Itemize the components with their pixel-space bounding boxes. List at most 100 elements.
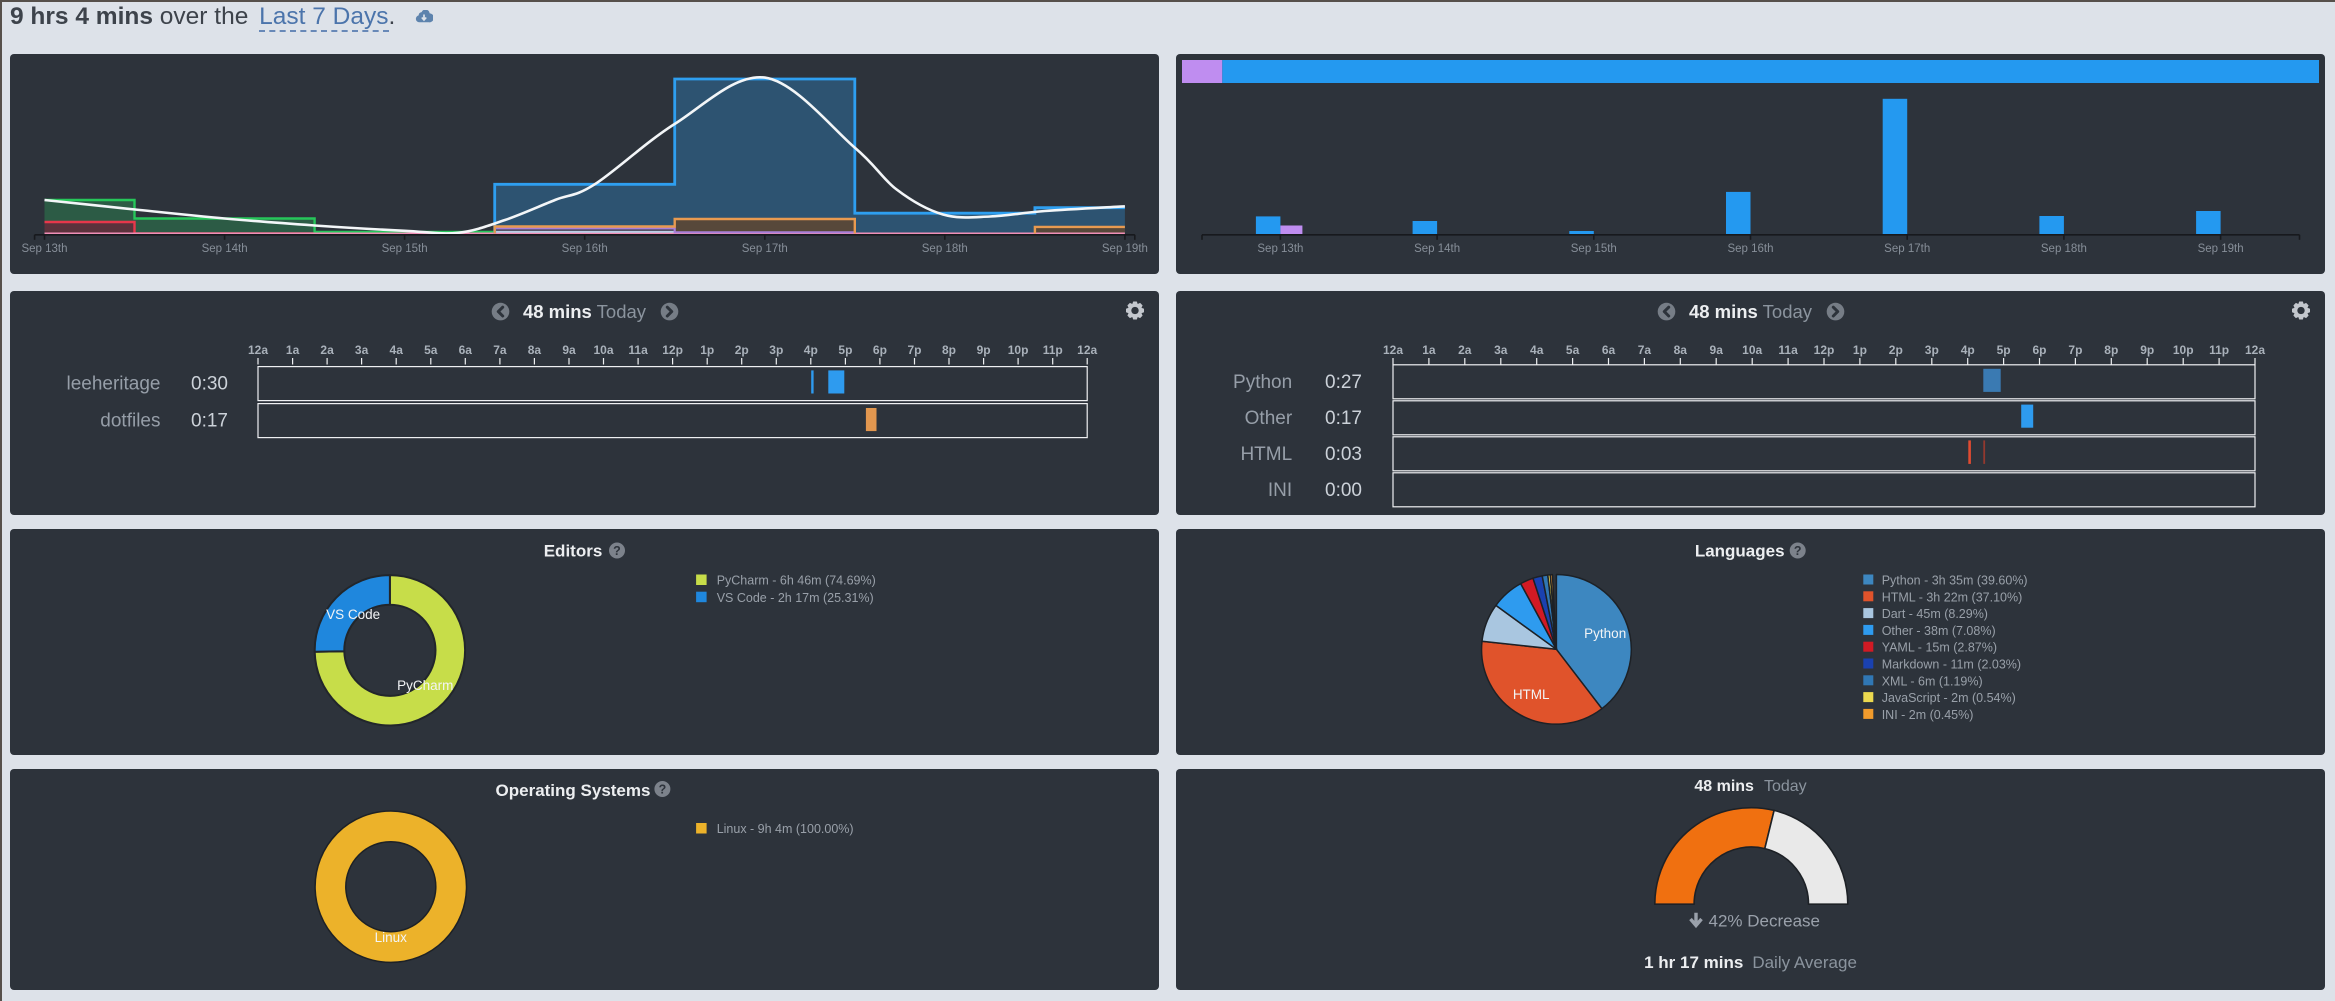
svg-text:0:30: 0:30 xyxy=(191,374,228,395)
svg-text:3p: 3p xyxy=(1925,343,1939,357)
svg-text:Linux: Linux xyxy=(375,930,408,945)
svg-text:VS Code: VS Code xyxy=(326,607,380,622)
svg-text:?: ? xyxy=(613,544,621,558)
svg-text:5p: 5p xyxy=(1997,343,2011,357)
svg-text:?: ? xyxy=(1794,544,1802,558)
svg-text:11p: 11p xyxy=(2209,343,2229,357)
svg-text:12a: 12a xyxy=(2245,343,2265,357)
svg-text:9a: 9a xyxy=(562,343,576,357)
svg-text:0:00: 0:00 xyxy=(1325,480,1362,501)
svg-text:XML - 6m (1.19%): XML - 6m (1.19%) xyxy=(1882,674,1983,688)
svg-text:Languages: Languages xyxy=(1695,542,1785,561)
svg-text:Sep 17th: Sep 17th xyxy=(1884,243,1930,255)
svg-text:3p: 3p xyxy=(769,343,783,357)
svg-text:9a: 9a xyxy=(1710,343,1724,357)
svg-text:1p: 1p xyxy=(1853,343,1867,357)
svg-text:2a: 2a xyxy=(320,343,334,357)
svg-text:4p: 4p xyxy=(1961,343,1975,357)
svg-text:7p: 7p xyxy=(2068,343,2082,357)
svg-text:Markdown - 11m (2.03%): Markdown - 11m (2.03%) xyxy=(1882,658,2021,672)
svg-text:7a: 7a xyxy=(493,343,507,357)
svg-text:Python: Python xyxy=(1584,626,1626,641)
svg-text:Operating Systems: Operating Systems xyxy=(496,781,651,800)
svg-text:VS Code - 2h 17m (25.31%): VS Code - 2h 17m (25.31%) xyxy=(717,591,874,605)
svg-text:Other - 38m (7.08%): Other - 38m (7.08%) xyxy=(1882,624,1996,638)
svg-text:48 mins Today: 48 mins Today xyxy=(523,301,647,322)
svg-text:Linux - 9h 4m (100.00%): Linux - 9h 4m (100.00%) xyxy=(717,822,854,836)
svg-text:11a: 11a xyxy=(628,343,648,357)
svg-text:6a: 6a xyxy=(459,343,473,357)
svg-text:Dart - 45m (8.29%): Dart - 45m (8.29%) xyxy=(1882,607,1988,621)
svg-text:9p: 9p xyxy=(977,343,991,357)
svg-text:HTML: HTML xyxy=(1513,687,1550,702)
svg-text:0:27: 0:27 xyxy=(1325,372,1362,393)
svg-text:Sep 19th: Sep 19th xyxy=(2198,243,2244,255)
svg-text:8p: 8p xyxy=(942,343,956,357)
svg-text:Sep 18th: Sep 18th xyxy=(922,243,968,255)
svg-text:10p: 10p xyxy=(2173,343,2194,357)
svg-text:Python: Python xyxy=(1233,372,1292,393)
svg-text:JavaScript - 2m (0.54%): JavaScript - 2m (0.54%) xyxy=(1882,691,2016,705)
svg-text:0:03: 0:03 xyxy=(1325,444,1362,465)
svg-text:7a: 7a xyxy=(1638,343,1652,357)
svg-text:12p: 12p xyxy=(1814,343,1835,357)
svg-text:8a: 8a xyxy=(528,343,542,357)
svg-text:Sep 18th: Sep 18th xyxy=(2041,243,2087,255)
svg-text:5a: 5a xyxy=(1566,343,1580,357)
svg-text:Sep 19th: Sep 19th xyxy=(1102,243,1148,255)
svg-text:12a: 12a xyxy=(248,343,268,357)
svg-text:PyCharm - 6h 46m (74.69%): PyCharm - 6h 46m (74.69%) xyxy=(717,574,876,588)
svg-text:6a: 6a xyxy=(1602,343,1616,357)
svg-text:dotfiles: dotfiles xyxy=(100,411,160,432)
svg-text:Sep 15th: Sep 15th xyxy=(382,243,428,255)
svg-text:4p: 4p xyxy=(804,343,818,357)
svg-text:?: ? xyxy=(659,782,667,796)
svg-text:2p: 2p xyxy=(735,343,749,357)
svg-text:3a: 3a xyxy=(1494,343,1508,357)
svg-text:Sep 17th: Sep 17th xyxy=(742,243,788,255)
svg-text:0:17: 0:17 xyxy=(1325,408,1362,429)
svg-text:5a: 5a xyxy=(424,343,438,357)
svg-text:Other: Other xyxy=(1245,408,1293,429)
svg-text:Sep 14th: Sep 14th xyxy=(1414,243,1460,255)
svg-text:7p: 7p xyxy=(907,343,921,357)
svg-text:Sep 14th: Sep 14th xyxy=(202,243,248,255)
svg-text:12p: 12p xyxy=(662,343,683,357)
svg-text:2p: 2p xyxy=(1889,343,1903,357)
svg-text:1a: 1a xyxy=(286,343,300,357)
svg-text:leeheritage: leeheritage xyxy=(66,374,160,395)
svg-text:YAML - 15m (2.87%): YAML - 15m (2.87%) xyxy=(1882,641,1997,655)
svg-text:HTML - 3h 22m (37.10%): HTML - 3h 22m (37.10%) xyxy=(1882,590,2023,604)
svg-text:8a: 8a xyxy=(1674,343,1688,357)
svg-text:3a: 3a xyxy=(355,343,369,357)
svg-text:5p: 5p xyxy=(838,343,852,357)
svg-text:12a: 12a xyxy=(1077,343,1097,357)
svg-text:PyCharm: PyCharm xyxy=(397,678,453,693)
svg-text:11a: 11a xyxy=(1778,343,1798,357)
svg-text:42% Decrease: 42% Decrease xyxy=(1709,911,1821,930)
svg-text:1a: 1a xyxy=(1422,343,1436,357)
svg-text:1p: 1p xyxy=(700,343,714,357)
svg-text:10a: 10a xyxy=(1742,343,1762,357)
svg-text:4a: 4a xyxy=(1530,343,1544,357)
svg-text:INI - 2m (0.45%): INI - 2m (0.45%) xyxy=(1882,708,1974,722)
svg-text:Editors: Editors xyxy=(544,542,603,561)
svg-text:10p: 10p xyxy=(1008,343,1029,357)
svg-text:2a: 2a xyxy=(1458,343,1472,357)
svg-text:4a: 4a xyxy=(390,343,404,357)
svg-text:Sep 16th: Sep 16th xyxy=(1727,243,1773,255)
svg-text:HTML: HTML xyxy=(1240,444,1292,465)
svg-text:10a: 10a xyxy=(593,343,613,357)
svg-text:12a: 12a xyxy=(1383,343,1403,357)
svg-text:Python - 3h 35m (39.60%): Python - 3h 35m (39.60%) xyxy=(1882,574,2028,588)
svg-text:INI: INI xyxy=(1268,480,1292,501)
svg-text:9p: 9p xyxy=(2140,343,2154,357)
svg-text:Sep 15th: Sep 15th xyxy=(1571,243,1617,255)
svg-text:Sep 16th: Sep 16th xyxy=(562,243,608,255)
svg-text:0:17: 0:17 xyxy=(191,411,228,432)
svg-text:Sep 13th: Sep 13th xyxy=(21,243,67,255)
svg-text:48 mins Today: 48 mins Today xyxy=(1689,301,1813,322)
svg-text:6p: 6p xyxy=(2032,343,2046,357)
